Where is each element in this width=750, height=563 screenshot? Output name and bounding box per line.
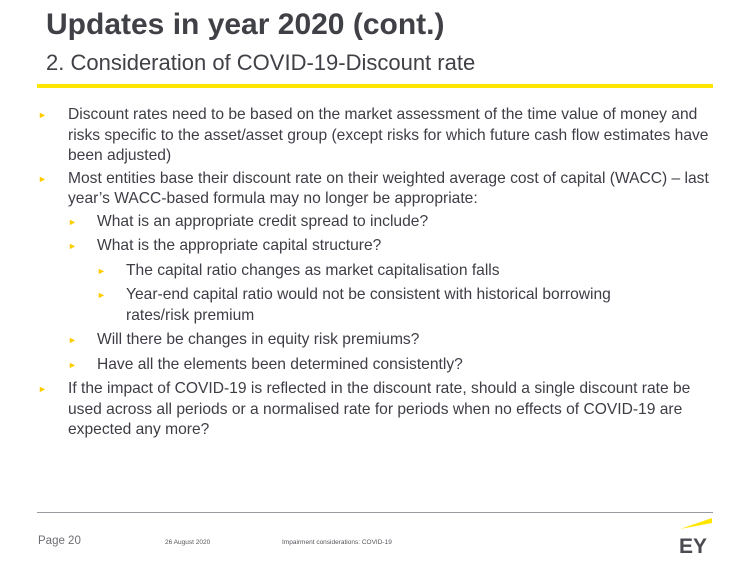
bullet-arrow-icon: ► <box>38 384 47 394</box>
bullet-arrow-icon: ► <box>68 335 77 345</box>
bullet-arrow-icon: ► <box>97 265 106 276</box>
sub-sub-bullet-item: ► Year-end capital ratio would not be co… <box>0 285 666 326</box>
sub-bullet-item: ► What is an appropriate credit spread t… <box>0 212 707 233</box>
logo-text: EY <box>679 535 707 555</box>
bullet-text: What is an appropriate credit spread to … <box>97 212 429 230</box>
bullet-arrow-icon: ► <box>97 290 106 300</box>
footer-date: 26 August 2020 <box>165 539 211 546</box>
sub-bullet-item: ► What is the appropriate capital struct… <box>0 236 707 257</box>
bullet-text: If the impact of COVID-19 is reflected i… <box>68 380 691 438</box>
bullet-arrow-icon: ► <box>68 241 77 251</box>
bullet-arrow-icon: ► <box>38 110 47 120</box>
bullet-text: Discount rates need to be based on the m… <box>68 106 709 164</box>
title-divider <box>37 84 713 88</box>
footer-divider <box>37 512 713 513</box>
sub-sub-bullet-item: ► The capital ratio changes as market ca… <box>0 261 666 282</box>
bullet-text: Have all the elements been determined co… <box>97 355 463 373</box>
bullet-text: Year-end capital ratio would not be cons… <box>126 286 611 324</box>
bullet-item: ► Most entities base their discount rate… <box>0 169 718 210</box>
page-number: Page 20 <box>38 535 81 547</box>
bullet-text: Will there be changes in equity risk pre… <box>97 331 420 348</box>
footer-topic: Impairment considerations: COVID-19 <box>282 539 392 546</box>
bullet-arrow-icon: ► <box>68 216 77 227</box>
sub-bullet-item: ► Have all the elements been determined … <box>0 355 707 376</box>
bullet-arrow-icon: ► <box>38 173 47 184</box>
sub-bullet-item: ► Will there be changes in equity risk p… <box>0 330 707 351</box>
bullet-item: ► If the impact of COVID-19 is reflected… <box>0 379 718 441</box>
bullet-text: Most entities base their discount rate o… <box>68 169 709 208</box>
page-subtitle: 2. Consideration of COVID-19-Discount ra… <box>46 50 476 75</box>
bullet-text: The capital ratio changes as market capi… <box>126 261 500 279</box>
bullet-list: ► Discount rates need to be based on the… <box>0 105 750 443</box>
bullet-arrow-icon: ► <box>68 359 77 370</box>
bullet-text: What is the appropriate capital structur… <box>97 237 382 254</box>
page-title: Updates in year 2020 (cont.) <box>46 8 445 41</box>
bullet-item: ► Discount rates need to be based on the… <box>0 105 718 167</box>
ey-logo: EY <box>679 518 712 555</box>
